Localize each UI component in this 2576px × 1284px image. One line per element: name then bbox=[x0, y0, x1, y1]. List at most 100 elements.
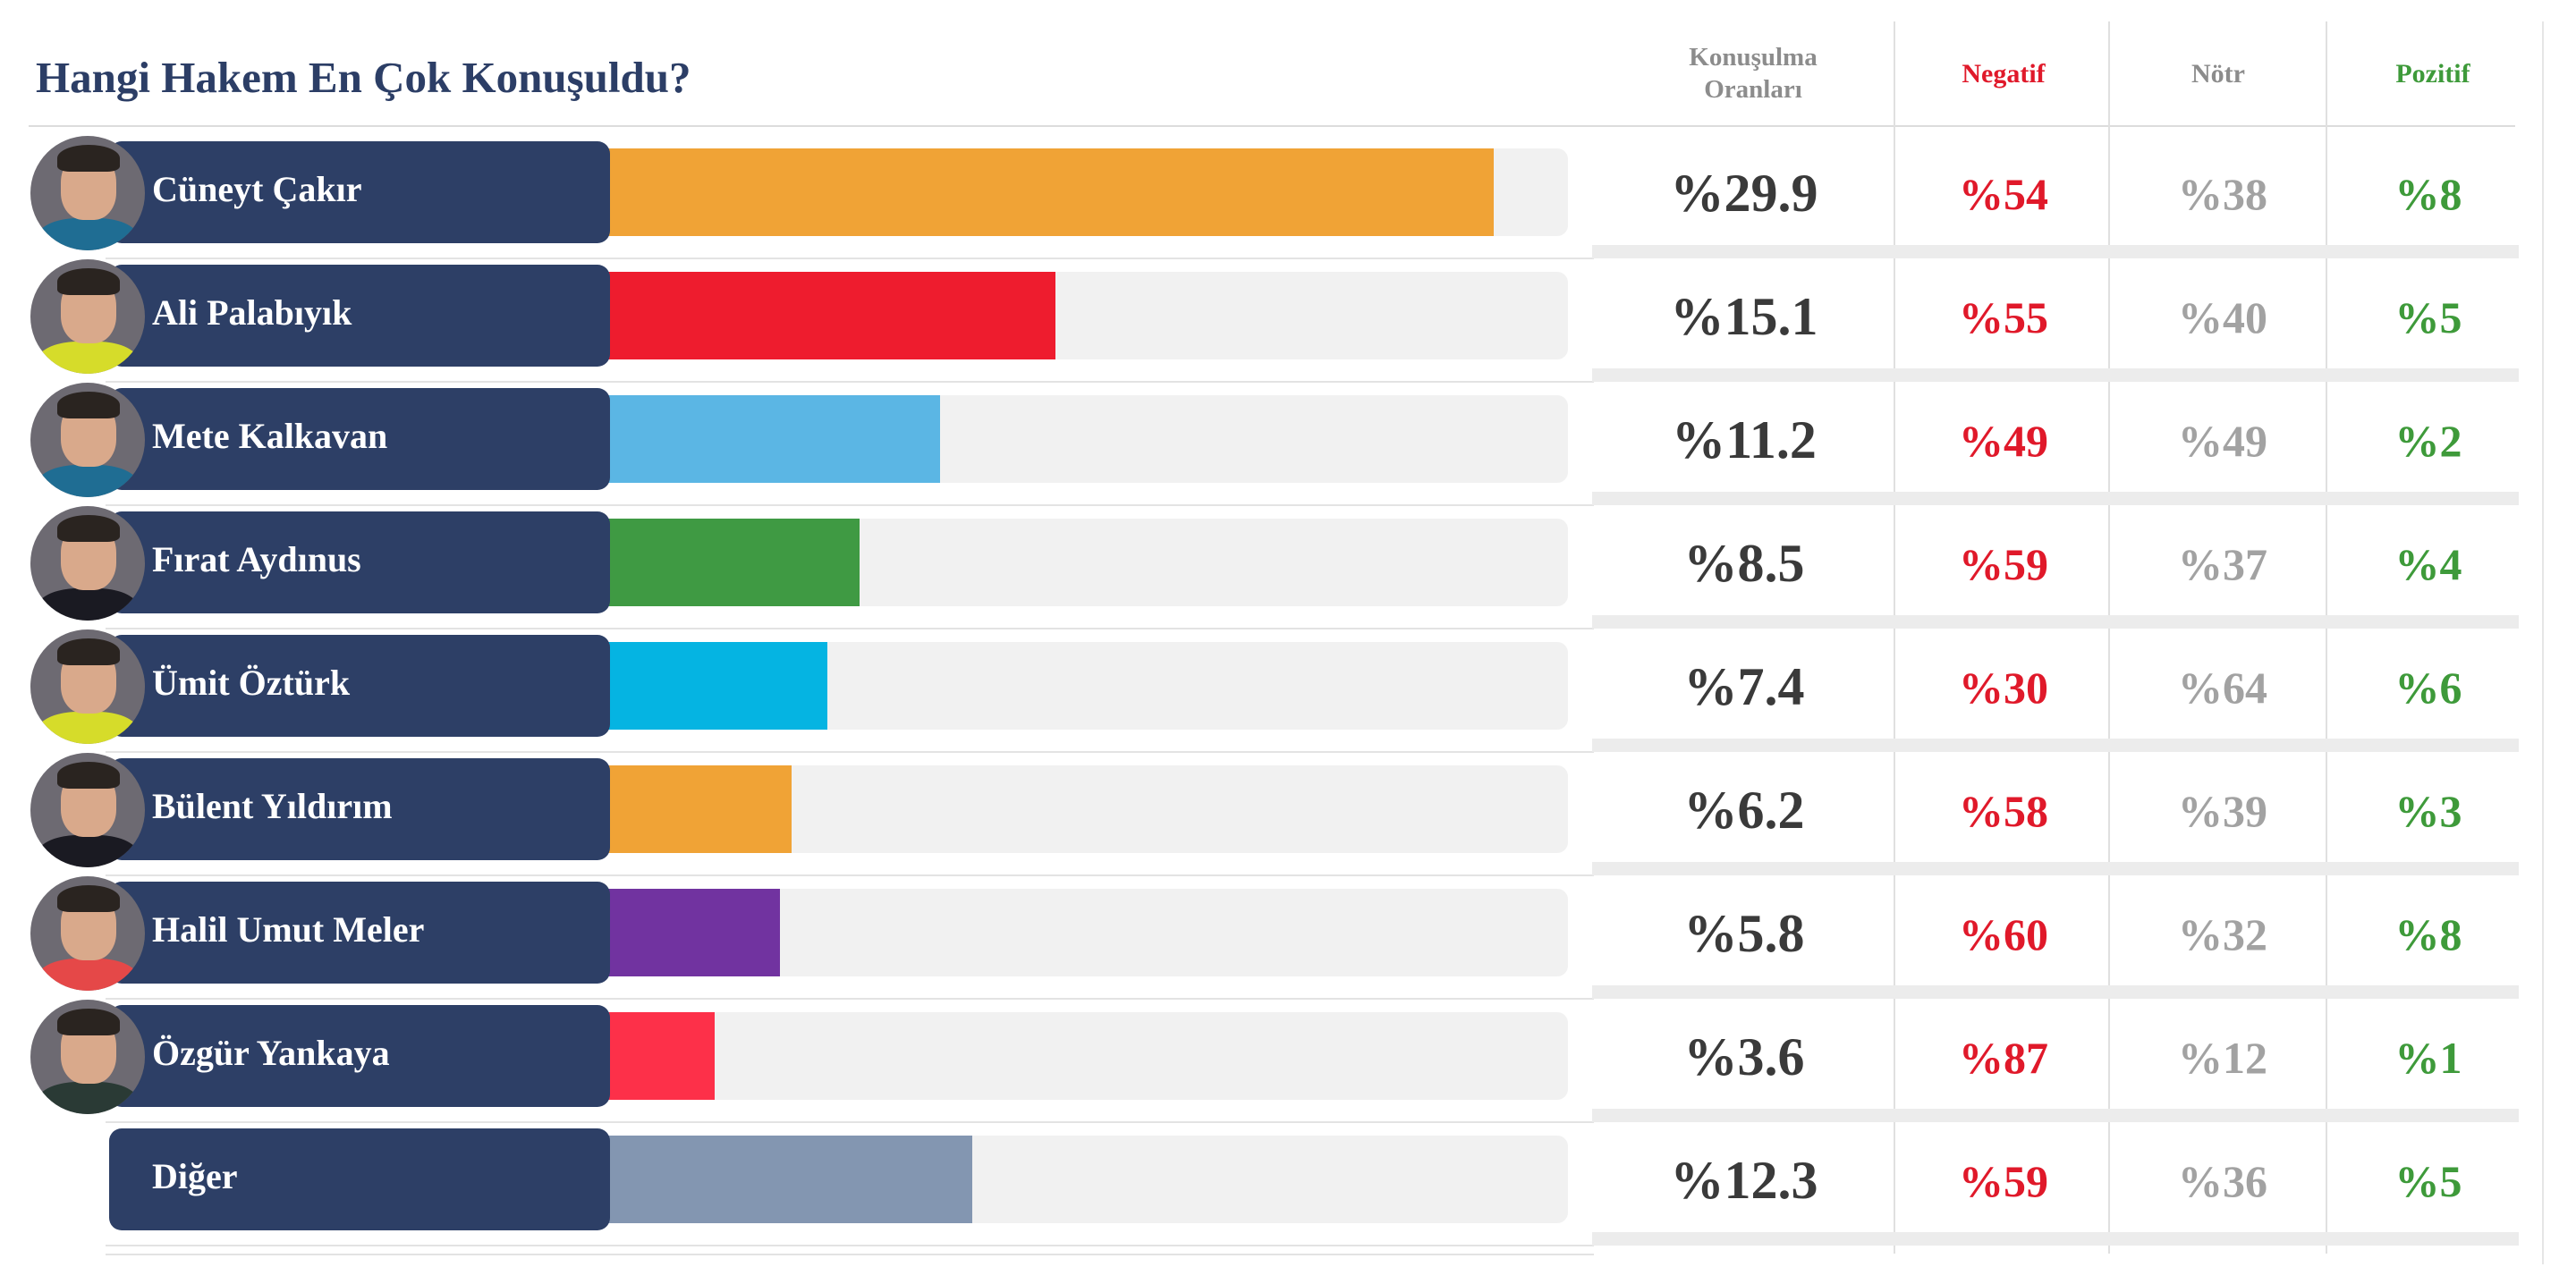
name-box bbox=[109, 141, 610, 243]
referee-name: Özgür Yankaya bbox=[152, 1033, 390, 1073]
negative-value: %60 bbox=[1959, 909, 2048, 959]
row-divider bbox=[106, 381, 1594, 383]
avatar-shirt bbox=[36, 588, 140, 621]
row-divider bbox=[106, 874, 1594, 876]
neutral-value: %36 bbox=[2178, 1156, 2267, 1206]
share-value: %5.8 bbox=[1683, 904, 1805, 963]
positive-value: %5 bbox=[2394, 1156, 2462, 1206]
row-band bbox=[1592, 492, 2519, 505]
referee-avatar bbox=[30, 136, 145, 250]
avatar-hair bbox=[57, 145, 120, 172]
table-row: Diğer %12.3 %59 %36 %5 bbox=[0, 1128, 2576, 1246]
negative-value: %59 bbox=[1959, 539, 2048, 589]
neutral-value: %40 bbox=[2178, 292, 2267, 342]
avatar-shirt bbox=[36, 465, 140, 497]
positive-value: %8 bbox=[2394, 169, 2462, 219]
referee-name: Ümit Öztürk bbox=[152, 663, 351, 703]
neutral-value: %49 bbox=[2178, 416, 2267, 466]
column-divider-3 bbox=[2326, 21, 2327, 1254]
negative-value: %30 bbox=[1959, 663, 2048, 713]
negative-value: %55 bbox=[1959, 292, 2048, 342]
bar-4 bbox=[608, 519, 860, 606]
bar-3 bbox=[608, 395, 940, 483]
bar-9 bbox=[608, 1136, 972, 1223]
referee-avatar bbox=[30, 629, 145, 744]
table-row: Cüneyt Çakır %29.9 %54 %38 %8 bbox=[0, 136, 2576, 259]
negative-value: %58 bbox=[1959, 786, 2048, 836]
referee-avatar bbox=[30, 259, 145, 374]
row-divider bbox=[106, 751, 1594, 753]
table-row: Bülent Yıldırım %6.2 %58 %39 %3 bbox=[0, 753, 2576, 876]
avatar-shirt bbox=[36, 959, 140, 991]
negative-column-header: Negatif bbox=[1962, 59, 2046, 89]
positive-value: %4 bbox=[2394, 539, 2462, 589]
avatar-hair bbox=[57, 1009, 120, 1035]
row-band bbox=[1592, 739, 2519, 752]
avatar-shirt bbox=[36, 835, 140, 867]
referee-avatar bbox=[30, 876, 145, 991]
name-box bbox=[109, 511, 610, 613]
row-band bbox=[1592, 985, 2519, 999]
share-value: %12.3 bbox=[1670, 1151, 1818, 1210]
avatar-hair bbox=[57, 638, 120, 665]
positive-value: %1 bbox=[2394, 1033, 2462, 1083]
positive-value: %8 bbox=[2394, 909, 2462, 959]
bar-5 bbox=[608, 642, 827, 730]
row-divider bbox=[106, 504, 1594, 506]
share-value: %6.2 bbox=[1683, 781, 1805, 840]
column-divider-1 bbox=[1894, 21, 1895, 1254]
referee-name: Fırat Aydınus bbox=[152, 539, 361, 579]
bar-2 bbox=[608, 272, 1055, 359]
referee-avatar bbox=[30, 506, 145, 621]
referee-avatar bbox=[30, 753, 145, 867]
table-row: Halil Umut Meler %5.8 %60 %32 %8 bbox=[0, 876, 2576, 1000]
avatar-shirt bbox=[36, 712, 140, 744]
name-box bbox=[109, 1005, 610, 1107]
table-row: Ali Palabıyık %15.1 %55 %40 %5 bbox=[0, 259, 2576, 383]
neutral-value: %37 bbox=[2178, 539, 2267, 589]
share-value: %11.2 bbox=[1672, 410, 1817, 469]
avatar-hair bbox=[57, 268, 120, 295]
chart-title: Hangi Hakem En Çok Konuşuldu? bbox=[36, 53, 691, 102]
share-value: %15.1 bbox=[1670, 287, 1818, 346]
bar-6 bbox=[608, 765, 792, 853]
referee-name: Bülent Yıldırım bbox=[152, 786, 393, 826]
row-band bbox=[1592, 1232, 2519, 1246]
referee-name: Diğer bbox=[152, 1156, 238, 1196]
bar-7 bbox=[608, 889, 780, 976]
table-row: Ümit Öztürk %7.4 %30 %64 %6 bbox=[0, 629, 2576, 753]
header-divider bbox=[29, 125, 2515, 127]
referee-avatar bbox=[30, 383, 145, 497]
referee-avatar bbox=[30, 1000, 145, 1114]
positive-value: %3 bbox=[2394, 786, 2462, 836]
negative-value: %59 bbox=[1959, 1156, 2048, 1206]
table-row: Mete Kalkavan %11.2 %49 %49 %2 bbox=[0, 383, 2576, 506]
avatar-hair bbox=[57, 392, 120, 418]
referee-name: Mete Kalkavan bbox=[152, 416, 388, 456]
share-column-header: Konuşulma Oranları bbox=[1628, 41, 1878, 106]
negative-value: %87 bbox=[1959, 1033, 2048, 1083]
positive-value: %6 bbox=[2394, 663, 2462, 713]
share-value: %3.6 bbox=[1683, 1027, 1805, 1086]
neutral-value: %32 bbox=[2178, 909, 2267, 959]
share-value: %7.4 bbox=[1683, 657, 1805, 716]
row-divider bbox=[106, 1121, 1594, 1123]
negative-value: %49 bbox=[1959, 416, 2048, 466]
row-divider bbox=[106, 998, 1594, 1000]
bar-8 bbox=[608, 1012, 715, 1100]
avatar-shirt bbox=[36, 342, 140, 374]
avatar-hair bbox=[57, 762, 120, 789]
avatar-hair bbox=[57, 515, 120, 542]
neutral-column-header: Nötr bbox=[2191, 59, 2245, 89]
negative-value: %54 bbox=[1959, 169, 2048, 219]
positive-value: %2 bbox=[2394, 416, 2462, 466]
row-band bbox=[1592, 615, 2519, 629]
row-band bbox=[1592, 1109, 2519, 1122]
row-band bbox=[1592, 368, 2519, 382]
table-row: Özgür Yankaya %3.6 %87 %12 %1 bbox=[0, 1000, 2576, 1123]
neutral-value: %64 bbox=[2178, 663, 2267, 713]
row-band bbox=[1592, 245, 2519, 258]
neutral-value: %38 bbox=[2178, 169, 2267, 219]
referee-name: Halil Umut Meler bbox=[152, 909, 425, 950]
row-divider bbox=[106, 1245, 1594, 1246]
